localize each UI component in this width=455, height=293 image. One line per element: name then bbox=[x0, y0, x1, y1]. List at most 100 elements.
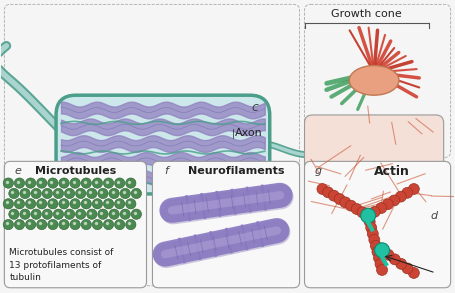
Circle shape bbox=[317, 184, 328, 195]
FancyBboxPatch shape bbox=[371, 223, 389, 244]
Circle shape bbox=[363, 210, 374, 221]
Circle shape bbox=[86, 209, 97, 219]
Circle shape bbox=[25, 219, 36, 230]
Circle shape bbox=[36, 219, 47, 230]
Circle shape bbox=[98, 188, 108, 199]
Circle shape bbox=[36, 178, 47, 188]
Circle shape bbox=[31, 188, 41, 199]
Circle shape bbox=[14, 199, 25, 209]
Circle shape bbox=[402, 188, 413, 198]
Circle shape bbox=[323, 187, 334, 198]
Circle shape bbox=[48, 199, 58, 209]
Ellipse shape bbox=[349, 66, 399, 95]
Circle shape bbox=[20, 209, 30, 219]
FancyBboxPatch shape bbox=[152, 161, 299, 288]
Circle shape bbox=[367, 228, 378, 239]
Circle shape bbox=[103, 178, 114, 188]
FancyBboxPatch shape bbox=[5, 161, 147, 288]
Circle shape bbox=[9, 209, 19, 219]
Circle shape bbox=[70, 178, 80, 188]
Circle shape bbox=[377, 245, 388, 256]
Text: c: c bbox=[252, 100, 258, 114]
Circle shape bbox=[109, 188, 119, 199]
Circle shape bbox=[14, 219, 25, 230]
Circle shape bbox=[70, 219, 80, 230]
Text: g: g bbox=[315, 166, 322, 176]
Circle shape bbox=[81, 219, 91, 230]
Circle shape bbox=[329, 190, 339, 201]
Circle shape bbox=[9, 188, 19, 199]
Circle shape bbox=[370, 241, 381, 251]
Circle shape bbox=[375, 258, 386, 269]
FancyBboxPatch shape bbox=[304, 115, 444, 224]
Text: Axon: Axon bbox=[235, 128, 263, 138]
Text: d: d bbox=[430, 211, 437, 221]
Circle shape bbox=[20, 188, 30, 199]
Circle shape bbox=[377, 265, 388, 275]
Circle shape bbox=[351, 204, 362, 214]
Circle shape bbox=[376, 203, 387, 214]
Text: Growth cone: Growth cone bbox=[331, 9, 401, 19]
Circle shape bbox=[402, 263, 413, 274]
FancyBboxPatch shape bbox=[56, 95, 270, 194]
Circle shape bbox=[389, 254, 400, 265]
Circle shape bbox=[3, 219, 14, 230]
FancyBboxPatch shape bbox=[399, 223, 417, 240]
Circle shape bbox=[98, 209, 108, 219]
Circle shape bbox=[345, 200, 356, 211]
Circle shape bbox=[76, 188, 86, 199]
FancyBboxPatch shape bbox=[315, 223, 334, 239]
Circle shape bbox=[42, 209, 52, 219]
Circle shape bbox=[363, 210, 374, 221]
Circle shape bbox=[76, 209, 86, 219]
Text: Neurofilaments: Neurofilaments bbox=[188, 166, 284, 176]
Circle shape bbox=[369, 207, 380, 217]
Text: Microtubules consist of
13 protofilaments of
tubulin: Microtubules consist of 13 protofilament… bbox=[10, 248, 114, 282]
Circle shape bbox=[103, 219, 114, 230]
Circle shape bbox=[115, 199, 125, 209]
Circle shape bbox=[126, 199, 136, 209]
Circle shape bbox=[409, 268, 420, 278]
Circle shape bbox=[409, 184, 420, 195]
Circle shape bbox=[120, 209, 131, 219]
Circle shape bbox=[36, 199, 47, 209]
Circle shape bbox=[363, 210, 374, 221]
Circle shape bbox=[3, 199, 14, 209]
Circle shape bbox=[92, 178, 102, 188]
Circle shape bbox=[25, 199, 36, 209]
Circle shape bbox=[42, 188, 52, 199]
Circle shape bbox=[131, 209, 142, 219]
Circle shape bbox=[396, 258, 407, 269]
Circle shape bbox=[131, 188, 142, 199]
Circle shape bbox=[366, 222, 377, 233]
Circle shape bbox=[361, 208, 375, 223]
Circle shape bbox=[92, 219, 102, 230]
Circle shape bbox=[3, 178, 14, 188]
Circle shape bbox=[372, 246, 383, 257]
Circle shape bbox=[374, 253, 384, 263]
Circle shape bbox=[59, 219, 69, 230]
Circle shape bbox=[115, 178, 125, 188]
Circle shape bbox=[126, 178, 136, 188]
Circle shape bbox=[48, 219, 58, 230]
Circle shape bbox=[59, 199, 69, 209]
Circle shape bbox=[53, 209, 64, 219]
Circle shape bbox=[120, 188, 131, 199]
Circle shape bbox=[383, 249, 394, 260]
Circle shape bbox=[25, 178, 36, 188]
Circle shape bbox=[81, 199, 91, 209]
Circle shape bbox=[389, 195, 400, 206]
Circle shape bbox=[126, 219, 136, 230]
Text: f: f bbox=[164, 166, 168, 176]
Circle shape bbox=[374, 243, 389, 258]
Circle shape bbox=[59, 178, 69, 188]
FancyBboxPatch shape bbox=[343, 223, 361, 243]
Circle shape bbox=[65, 188, 75, 199]
Circle shape bbox=[48, 178, 58, 188]
FancyBboxPatch shape bbox=[304, 161, 450, 288]
Circle shape bbox=[92, 199, 102, 209]
Circle shape bbox=[334, 194, 345, 205]
Circle shape bbox=[31, 209, 41, 219]
Circle shape bbox=[109, 209, 119, 219]
Circle shape bbox=[115, 219, 125, 230]
